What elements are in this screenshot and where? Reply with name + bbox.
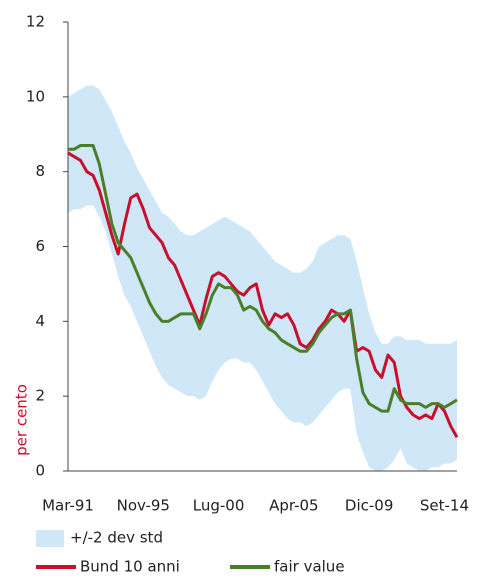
legend-label: Bund 10 anni (80, 558, 180, 576)
y-tick-label: 6 (35, 237, 45, 255)
series-line (67, 151, 459, 439)
y-axis-label: per cento (13, 384, 31, 456)
y-tick-label: 8 (35, 162, 45, 180)
y-tick-label: 12 (26, 13, 45, 31)
y-tick-label: 4 (35, 312, 45, 330)
legend-label: +/-2 dev std (70, 529, 163, 547)
band-area (68, 85, 457, 471)
y-tick-label: 10 (26, 87, 45, 105)
x-tick-label: Apr-05 (269, 497, 319, 515)
series-line (68, 143, 458, 413)
legend-label: fair value (274, 558, 345, 576)
x-tick-label: Mar-91 (42, 497, 94, 515)
x-tick-label: Dic-09 (345, 497, 393, 515)
x-tick-label: Set-14 (420, 497, 469, 515)
x-tick-label: Nov-95 (117, 497, 170, 515)
x-tick-label: Lug-00 (193, 497, 245, 515)
legend-swatch (36, 530, 64, 547)
y-tick-label: 0 (35, 462, 45, 480)
y-tick-label: 2 (35, 387, 45, 405)
